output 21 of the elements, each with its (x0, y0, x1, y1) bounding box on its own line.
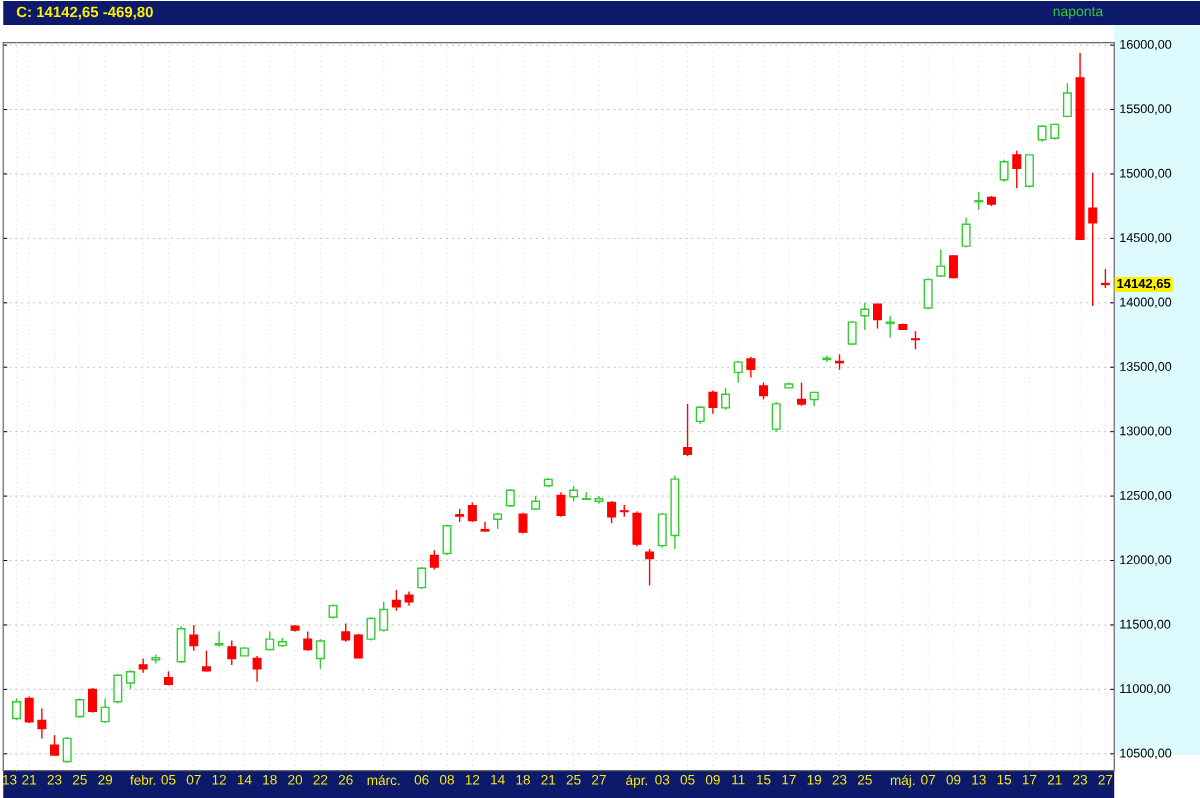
candlestick (252, 654, 262, 682)
candlestick (556, 491, 566, 516)
candlestick (898, 323, 908, 330)
candlestick (214, 630, 224, 648)
candlestick (100, 697, 110, 722)
candlestick (113, 674, 123, 704)
candlestick (480, 520, 490, 532)
candlestick (961, 216, 971, 247)
candlestick (442, 524, 452, 556)
candlestick (151, 653, 161, 664)
candlestick (138, 657, 148, 673)
candlestick (923, 278, 933, 309)
candlestick (176, 625, 186, 663)
candlestick (860, 301, 870, 331)
candlestick (404, 590, 414, 606)
candlestick (62, 737, 72, 762)
candlestick (708, 389, 718, 414)
candlestick (328, 604, 338, 618)
candlestick (75, 698, 85, 717)
candlestick (885, 314, 895, 338)
candlestick (290, 625, 300, 631)
